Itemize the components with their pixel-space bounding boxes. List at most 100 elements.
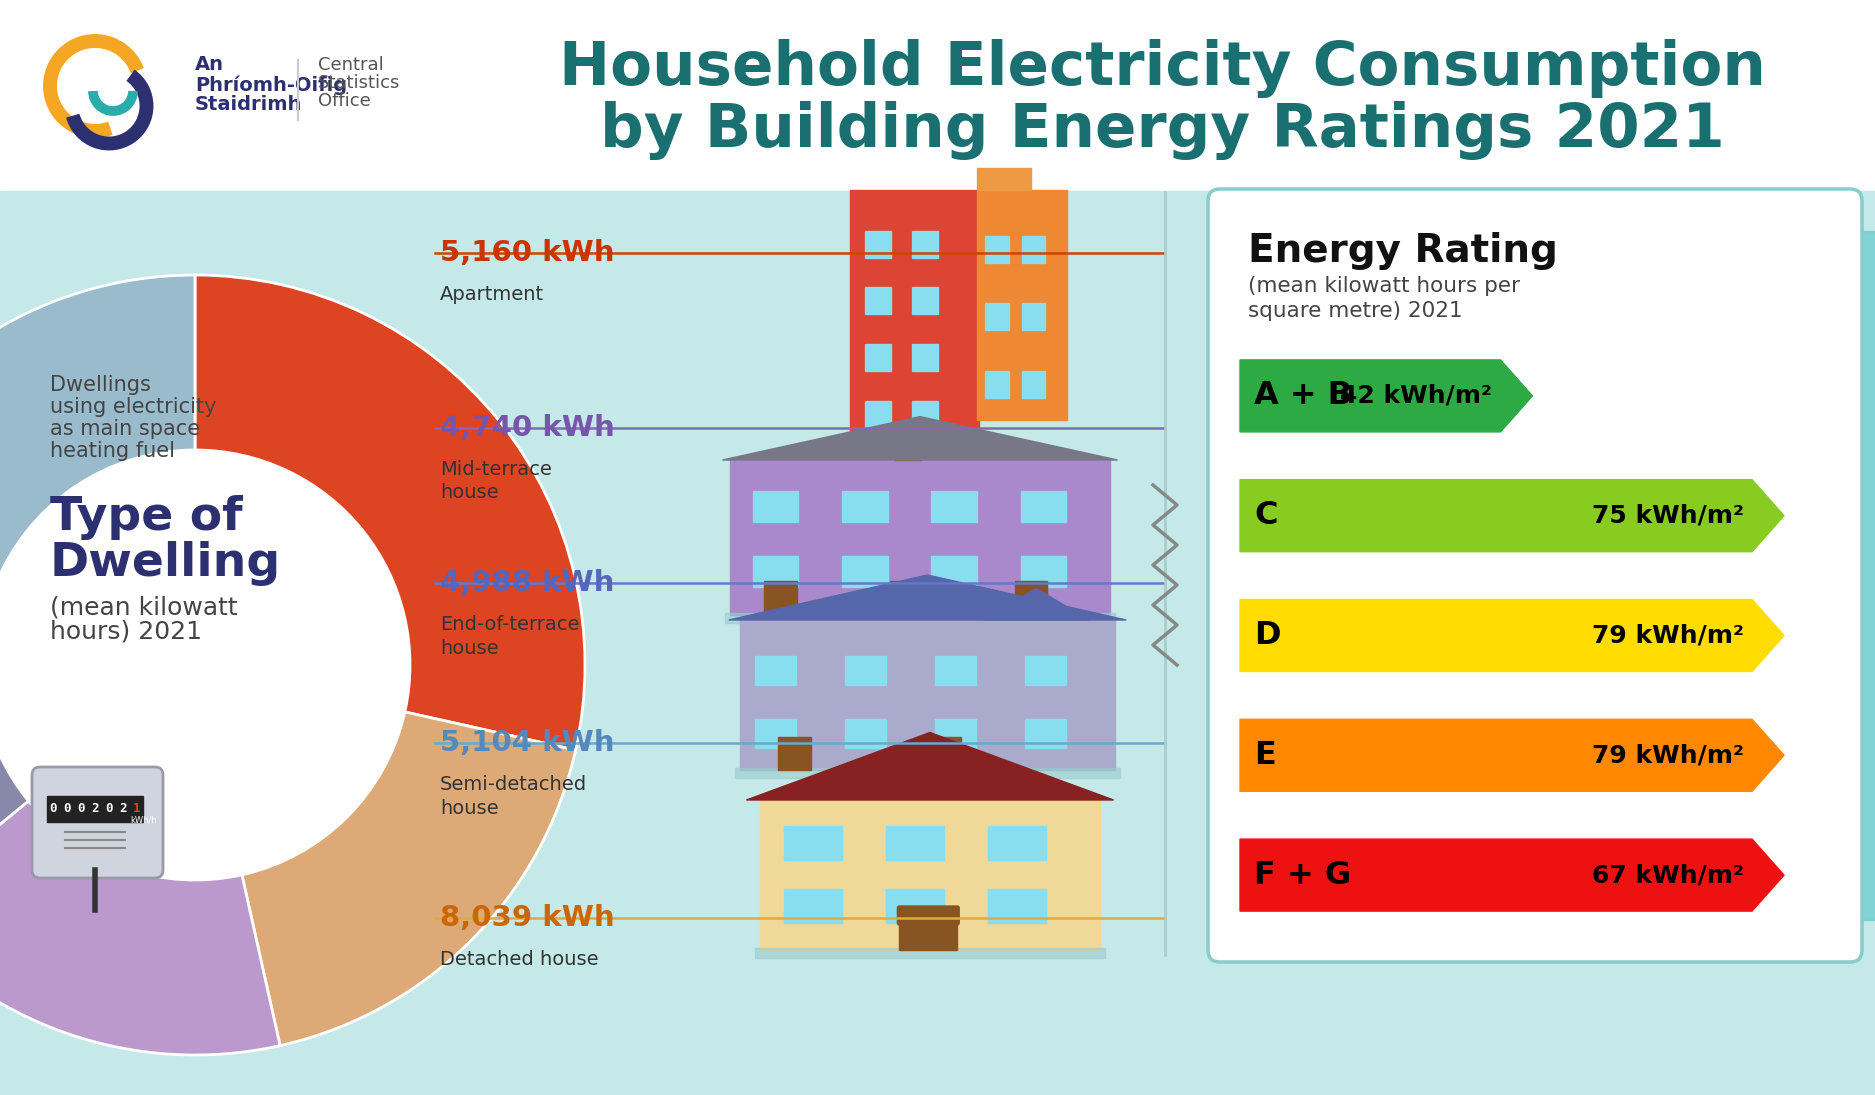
Bar: [864, 287, 891, 314]
Text: 79 kWh/m²: 79 kWh/m²: [1592, 623, 1744, 647]
Bar: [913, 401, 938, 428]
Bar: [765, 581, 797, 615]
FancyBboxPatch shape: [898, 906, 960, 925]
Text: kWh/h: kWh/h: [129, 816, 158, 825]
Bar: [928, 737, 962, 770]
Bar: [735, 768, 1119, 779]
Text: heating fuel: heating fuel: [51, 441, 174, 461]
Text: Office: Office: [319, 92, 371, 110]
Bar: [752, 556, 799, 587]
Text: 0: 0: [64, 803, 71, 816]
Text: 0: 0: [105, 803, 112, 816]
Polygon shape: [984, 588, 1089, 620]
Bar: [0, 0, 1875, 191]
Bar: [756, 948, 1104, 958]
Text: An: An: [195, 56, 223, 74]
Bar: [759, 800, 1101, 950]
Polygon shape: [1239, 599, 1783, 671]
Bar: [1014, 581, 1048, 615]
Bar: [784, 888, 842, 923]
Bar: [849, 191, 979, 460]
Text: Apartment: Apartment: [441, 285, 544, 304]
Text: Central: Central: [319, 56, 384, 74]
Text: 42 kWh/m²: 42 kWh/m²: [1341, 384, 1493, 408]
FancyBboxPatch shape: [32, 766, 163, 878]
Text: hours) 2021: hours) 2021: [51, 620, 202, 644]
Text: 2: 2: [120, 803, 128, 816]
Text: End-of-terrace
house: End-of-terrace house: [441, 615, 579, 657]
Bar: [894, 433, 921, 460]
Bar: [1026, 656, 1067, 684]
Text: Type of: Type of: [51, 496, 242, 541]
Text: Staidrimh: Staidrimh: [195, 95, 302, 115]
Text: 79 kWh/m²: 79 kWh/m²: [1592, 744, 1744, 768]
Bar: [936, 719, 977, 748]
Bar: [0, 191, 1875, 1095]
Bar: [988, 826, 1046, 860]
Bar: [889, 581, 922, 615]
Wedge shape: [0, 523, 28, 912]
Bar: [864, 401, 891, 428]
Text: 5,104 kWh: 5,104 kWh: [441, 729, 615, 757]
Bar: [864, 344, 891, 371]
Polygon shape: [722, 416, 1118, 460]
Text: (mean kilowatt hours per: (mean kilowatt hours per: [1249, 276, 1521, 296]
Text: 4,740 kWh: 4,740 kWh: [441, 414, 615, 442]
Text: A + B: A + B: [1254, 380, 1352, 412]
Polygon shape: [1239, 719, 1783, 792]
Text: Dwelling: Dwelling: [51, 541, 281, 586]
Text: Household Electricity Consumption: Household Electricity Consumption: [559, 38, 1766, 97]
Text: D: D: [1254, 620, 1281, 652]
Text: as main space: as main space: [51, 419, 201, 439]
Bar: [1022, 371, 1044, 397]
Bar: [913, 344, 938, 371]
Bar: [741, 620, 1116, 770]
Text: Semi-detached
house: Semi-detached house: [441, 775, 587, 818]
Text: F + G: F + G: [1254, 860, 1352, 890]
Text: Mid-terrace
house: Mid-terrace house: [441, 460, 551, 503]
Bar: [864, 231, 891, 257]
Bar: [778, 737, 812, 770]
Text: by Building Energy Ratings 2021: by Building Energy Ratings 2021: [600, 101, 1725, 160]
Bar: [756, 719, 797, 748]
Bar: [752, 491, 799, 522]
Bar: [900, 908, 958, 950]
Wedge shape: [0, 802, 279, 1054]
Bar: [885, 888, 943, 923]
Text: E: E: [1254, 740, 1275, 771]
Bar: [726, 613, 1116, 623]
Bar: [842, 556, 887, 587]
Text: 8,039 kWh: 8,039 kWh: [441, 904, 615, 932]
FancyBboxPatch shape: [1208, 189, 1862, 963]
Text: using electricity: using electricity: [51, 397, 216, 417]
Bar: [986, 371, 1009, 397]
Text: C: C: [1254, 500, 1277, 531]
Text: 5,160 kWh: 5,160 kWh: [441, 239, 615, 267]
Circle shape: [0, 450, 411, 880]
Wedge shape: [0, 275, 195, 587]
Text: 0: 0: [49, 803, 56, 816]
Polygon shape: [746, 733, 1114, 800]
Bar: [1020, 556, 1067, 587]
Wedge shape: [195, 275, 585, 750]
Bar: [977, 191, 1067, 419]
Text: 75 kWh/m²: 75 kWh/m²: [1592, 504, 1744, 528]
Bar: [936, 656, 977, 684]
Bar: [977, 169, 1031, 191]
Bar: [986, 303, 1009, 331]
Polygon shape: [729, 575, 1127, 620]
Text: square metre) 2021: square metre) 2021: [1249, 301, 1462, 321]
Bar: [988, 888, 1046, 923]
Bar: [1854, 231, 1875, 920]
Text: 2: 2: [92, 803, 99, 816]
Bar: [913, 231, 938, 257]
Polygon shape: [1239, 839, 1783, 911]
Bar: [932, 556, 977, 587]
Text: Dwellings: Dwellings: [51, 374, 150, 395]
Text: Energy Rating: Energy Rating: [1249, 232, 1558, 270]
Text: Statistics: Statistics: [319, 74, 401, 92]
Bar: [885, 826, 943, 860]
Bar: [913, 287, 938, 314]
Bar: [756, 656, 797, 684]
Text: (mean kilowatt: (mean kilowatt: [51, 595, 238, 619]
